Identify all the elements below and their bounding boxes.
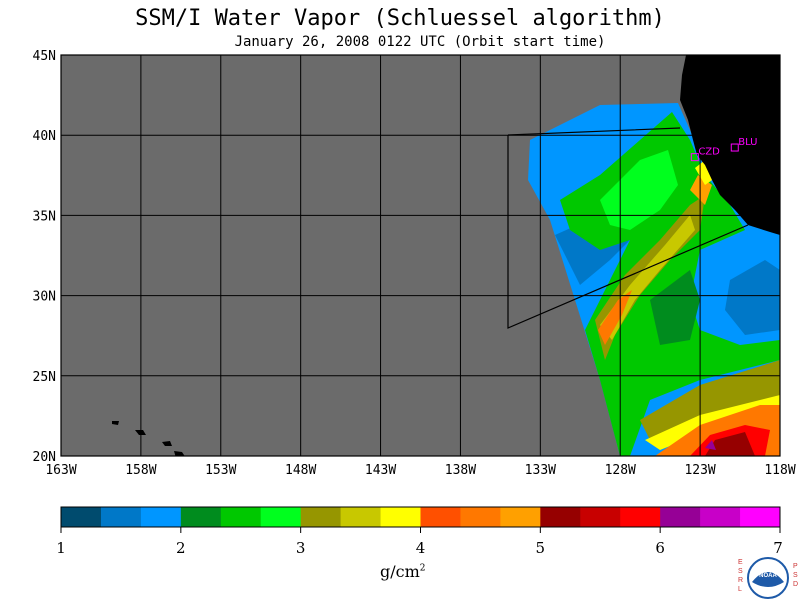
island-kauai — [112, 421, 119, 425]
longitude-label: 128W — [605, 463, 636, 478]
station-marker-icon — [730, 143, 739, 152]
colorbar-swatch — [740, 507, 781, 527]
colorbar-swatch — [61, 507, 102, 527]
station-label: CZD — [698, 147, 720, 158]
latitude-label: 30N — [33, 290, 56, 305]
swath-orange-front — [598, 290, 632, 345]
colorbar-unit: g/cm2 — [380, 562, 426, 581]
longitude-labels: 163W 158W 153W 148W 143W 138W 133W 128W 123W 118W — [45, 463, 795, 478]
colorbar-swatch — [620, 507, 661, 527]
logo-left-letter: L — [738, 586, 742, 593]
longitude-label: 153W — [205, 463, 236, 478]
logo-left-letter: E — [738, 559, 743, 566]
colorbar-swatch — [700, 507, 741, 527]
swath-south-olive — [640, 360, 780, 440]
swath-south-magenta — [705, 440, 716, 450]
colorbar-swatch — [500, 507, 541, 527]
noaa-text: NOAA — [759, 573, 777, 579]
latitude-label: 45N — [33, 49, 56, 64]
colorbar-tick-label: 2 — [176, 539, 186, 557]
land-mass — [680, 55, 780, 235]
map-subtitle: January 26, 2008 0122 UTC (Orbit start t… — [234, 34, 606, 50]
longitude-label: 158W — [125, 463, 156, 478]
logo-right-letter: D — [793, 581, 798, 588]
latitude-label: 20N — [33, 450, 56, 465]
logo-right-letter: S — [793, 572, 798, 579]
longitude-label: 133W — [525, 463, 556, 478]
swath-dark-green — [650, 270, 700, 345]
noaa-gull-icon — [752, 572, 784, 587]
colorbar-tick-label: 7 — [773, 539, 783, 557]
domain-boundary — [507, 127, 749, 329]
colorbar-swatch — [660, 507, 701, 527]
colorbar-swatch — [580, 507, 621, 527]
latitude-labels: 45N 40N 35N 30N 25N 20N — [33, 49, 56, 465]
colorbar-tick-label: 5 — [536, 539, 546, 557]
station-marker-icon — [690, 153, 699, 162]
longitude-label: 138W — [445, 463, 476, 478]
colorbar-swatch — [540, 507, 581, 527]
colorbar-swatch — [300, 507, 342, 527]
colorbar-swatch — [340, 507, 382, 527]
logo-right-letter: P — [793, 563, 798, 570]
colorbar-swatch — [100, 507, 142, 527]
colorbar-swatch — [420, 507, 461, 527]
latitude-label: 40N — [33, 129, 56, 144]
plot-frame — [60, 54, 781, 457]
map-title: SSM/I Water Vapor (Schluessel algorithm) — [135, 6, 665, 31]
colorbar-tick-label: 3 — [296, 539, 306, 557]
station-markers: CZD BLU — [690, 137, 758, 162]
island-hawaii — [174, 451, 185, 456]
longitude-label: 163W — [45, 463, 76, 478]
swath-dark-blue-east — [725, 260, 780, 335]
longitude-label: 118W — [764, 463, 795, 478]
logo-left-letter: R — [738, 577, 743, 584]
station-label: BLU — [738, 137, 757, 148]
latitude-label: 35N — [33, 209, 56, 224]
colorbar — [60, 506, 781, 528]
swath-south-dark-red — [705, 432, 755, 456]
colorbar-swatch — [220, 507, 262, 527]
longitude-label: 143W — [365, 463, 396, 478]
longitude-label: 148W — [285, 463, 316, 478]
colorbar-tick-label: 4 — [416, 539, 426, 557]
latitude-label: 25N — [33, 370, 56, 385]
swath-bright-green — [600, 150, 678, 230]
map-grid — [61, 55, 780, 456]
island-molokai — [162, 441, 172, 446]
colorbar-swatch — [260, 507, 302, 527]
colorbar-swatch — [380, 507, 421, 527]
logo-left-letter: S — [738, 568, 743, 575]
colorbar-tick-label: 1 — [56, 539, 66, 557]
colorbar-swatch — [140, 507, 182, 527]
colorbar-labels: 1 2 3 4 5 6 7 — [56, 527, 783, 557]
colorbar-swatch — [180, 507, 222, 527]
colorbar-swatch — [460, 507, 501, 527]
colorbar-tick-label: 6 — [655, 539, 665, 557]
longitude-label: 123W — [684, 463, 715, 478]
